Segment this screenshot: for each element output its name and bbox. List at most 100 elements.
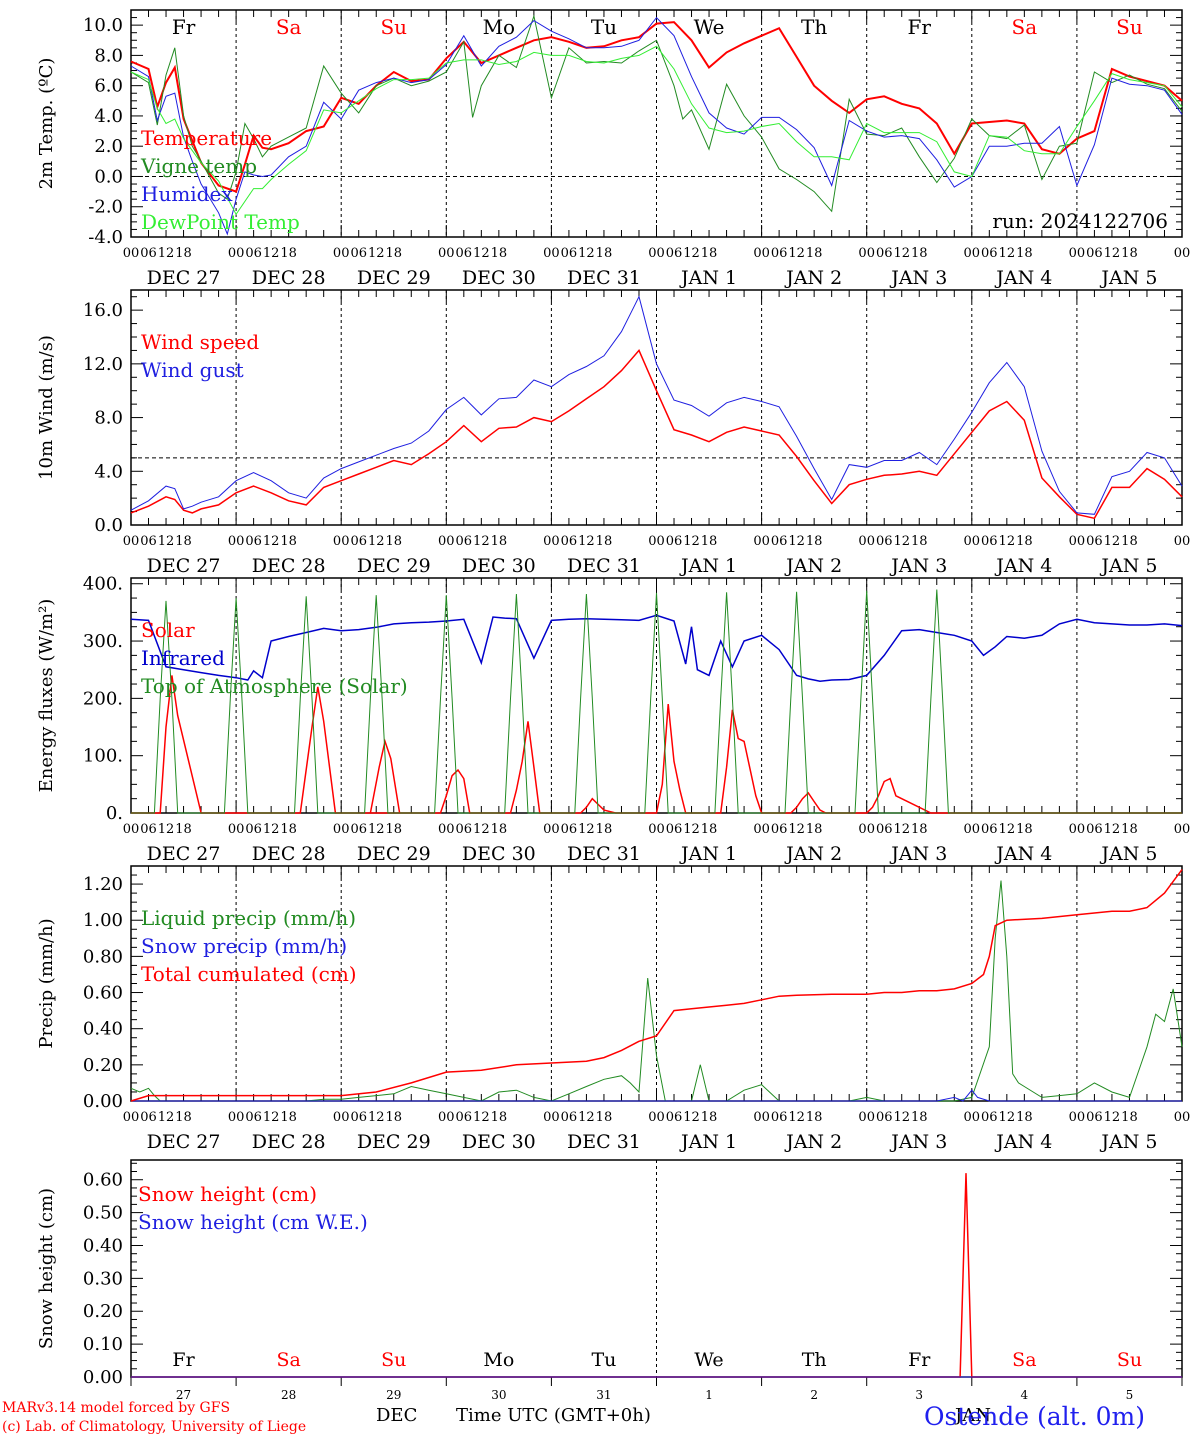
panel-flux: 00 06 12 18 00 06 12 18 00 06 12 18 00 06 12 18 00 06 12 18… <box>36 574 1190 865</box>
hour-tick-label: 18 <box>1016 246 1033 261</box>
hour-tick-label: 18 <box>911 534 928 549</box>
date-label: JAN 1 <box>679 555 737 577</box>
date-label: JAN 4 <box>994 267 1052 289</box>
day-name-label: Mo <box>483 1349 514 1371</box>
day-name-label: Sa <box>1012 1349 1036 1371</box>
date-label: JAN 5 <box>1099 843 1157 865</box>
hour-tick-label: 00 <box>648 1110 665 1125</box>
hour-tick-label: 12 <box>999 1110 1016 1125</box>
hour-tick-label: 18 <box>911 246 928 261</box>
hour-tick-label: 00 <box>1174 246 1191 261</box>
month-label-dec: DEC <box>376 1405 418 1426</box>
y-tick-label: 8.0 <box>94 408 123 429</box>
hour-tick-label: 18 <box>175 246 192 261</box>
day-number-label: 2 <box>810 1388 818 1402</box>
date-label: JAN 1 <box>679 267 737 289</box>
hour-tick-label: 12 <box>368 1110 385 1125</box>
day-number-label: 5 <box>1126 1388 1134 1402</box>
y-tick-label: 0.0 <box>94 515 123 536</box>
hour-tick-label: 18 <box>1016 534 1033 549</box>
hour-tick-label: 06 <box>350 534 367 549</box>
hour-tick-label: 06 <box>561 1110 578 1125</box>
hour-tick-label: 12 <box>578 246 595 261</box>
legend-entry: Solar <box>141 618 195 642</box>
hour-tick-label: 18 <box>175 1110 192 1125</box>
y-axis-title: Energy fluxes (W/m²) <box>36 599 57 793</box>
hour-tick-label: 06 <box>981 822 998 837</box>
panel-wind: 00 06 12 18 00 06 12 18 00 06 12 18 00 06 12 18 00 06 12 18… <box>36 289 1191 577</box>
hour-tick-label: 06 <box>981 534 998 549</box>
day-number-label: 30 <box>491 1388 506 1402</box>
hour-tick-label: 06 <box>245 534 262 549</box>
y-tick-label: 1.00 <box>83 910 123 931</box>
hour-tick-label: 12 <box>683 246 700 261</box>
hour-tick-label: 18 <box>280 1110 297 1125</box>
date-label: JAN 2 <box>784 267 842 289</box>
day-name-label: Tu <box>591 1349 616 1371</box>
hour-tick-label: 06 <box>876 534 893 549</box>
hour-tick-label: 06 <box>771 246 788 261</box>
hour-tick-label: 00 <box>1174 822 1191 837</box>
date-label: DEC 28 <box>252 1131 326 1153</box>
hour-tick-label: 12 <box>263 1110 280 1125</box>
hour-tick-label: 18 <box>701 534 718 549</box>
hour-tick-label: 00 <box>1069 1110 1086 1125</box>
day-name-label: Su <box>381 1349 406 1371</box>
station-name: Ostende (alt. 0m) <box>924 1402 1145 1431</box>
hour-tick-label: 18 <box>1121 534 1138 549</box>
day-number-label: 29 <box>386 1388 401 1402</box>
hour-tick-label: 00 <box>1069 534 1086 549</box>
hour-tick-label: 06 <box>666 1110 683 1125</box>
hour-tick-label: 06 <box>350 246 367 261</box>
hour-tick-label: 00 <box>228 822 245 837</box>
date-label: DEC 30 <box>462 555 536 577</box>
date-label: DEC 27 <box>147 267 221 289</box>
date-label: JAN 3 <box>889 555 947 577</box>
hour-tick-label: 00 <box>964 1110 981 1125</box>
hour-tick-label: 06 <box>1086 822 1103 837</box>
y-tick-label: -4.0 <box>88 227 123 248</box>
series-line-solar <box>131 675 1182 814</box>
y-tick-label: -2.0 <box>88 197 123 218</box>
hour-tick-label: 12 <box>578 822 595 837</box>
hour-tick-label: 18 <box>385 534 402 549</box>
hour-tick-label: 12 <box>1104 822 1121 837</box>
hour-tick-label: 18 <box>806 246 823 261</box>
hour-tick-label: 06 <box>876 822 893 837</box>
y-tick-label: 0.40 <box>83 1019 123 1040</box>
hour-tick-label: 12 <box>368 246 385 261</box>
y-tick-label: 0.60 <box>83 983 123 1004</box>
hour-tick-label: 18 <box>806 822 823 837</box>
hour-tick-label: 18 <box>1016 822 1033 837</box>
day-name-label: Tu <box>591 15 617 39</box>
date-label: JAN 3 <box>889 843 947 865</box>
y-axis-title: 2m Temp. (ºC) <box>36 58 57 190</box>
series-line-temperature <box>130 21 1183 193</box>
date-label: JAN 5 <box>1099 1131 1157 1153</box>
hour-tick-label: 00 <box>964 534 981 549</box>
hour-tick-label: 06 <box>876 246 893 261</box>
panel-precip: 00 06 12 18 00 06 12 18 00 06 12 18 00 06 12 18 00 06 12 18… <box>36 865 1191 1153</box>
hour-tick-label: 06 <box>245 1110 262 1125</box>
day-name-label: Sa <box>276 15 302 39</box>
date-label: JAN 5 <box>1099 555 1157 577</box>
hour-tick-label: 00 <box>543 822 560 837</box>
y-tick-label: 0.50 <box>83 1203 123 1224</box>
hour-tick-label: 00 <box>1174 1110 1191 1125</box>
y-tick-label: 0.20 <box>83 1055 123 1076</box>
hour-tick-label: 18 <box>175 534 192 549</box>
y-axis-title: Snow height (cm) <box>36 1188 57 1349</box>
hour-tick-label: 00 <box>648 246 665 261</box>
hour-tick-label: 06 <box>350 1110 367 1125</box>
hour-tick-label: 06 <box>456 534 473 549</box>
footer-credit: (c) Lab. of Climatology, University of L… <box>2 1419 307 1435</box>
hour-tick-label: 18 <box>911 822 928 837</box>
hour-tick-label: 00 <box>543 534 560 549</box>
series-line-wind-speed <box>130 349 1183 520</box>
date-label: JAN 1 <box>679 1131 737 1153</box>
hour-tick-label: 12 <box>368 822 385 837</box>
hour-tick-label: 00 <box>1174 534 1191 549</box>
hour-tick-label: 00 <box>858 246 875 261</box>
hour-tick-label: 18 <box>806 534 823 549</box>
hour-tick-label: 00 <box>333 534 350 549</box>
